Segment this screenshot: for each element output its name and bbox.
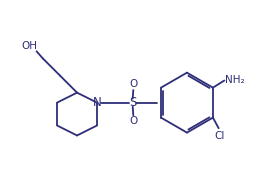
Text: NH₂: NH₂ (225, 75, 245, 85)
Text: O: O (129, 116, 138, 126)
Text: N: N (93, 96, 101, 109)
Text: Cl: Cl (214, 131, 225, 141)
Text: S: S (129, 96, 136, 109)
Text: OH: OH (21, 40, 37, 51)
Text: O: O (129, 79, 138, 89)
